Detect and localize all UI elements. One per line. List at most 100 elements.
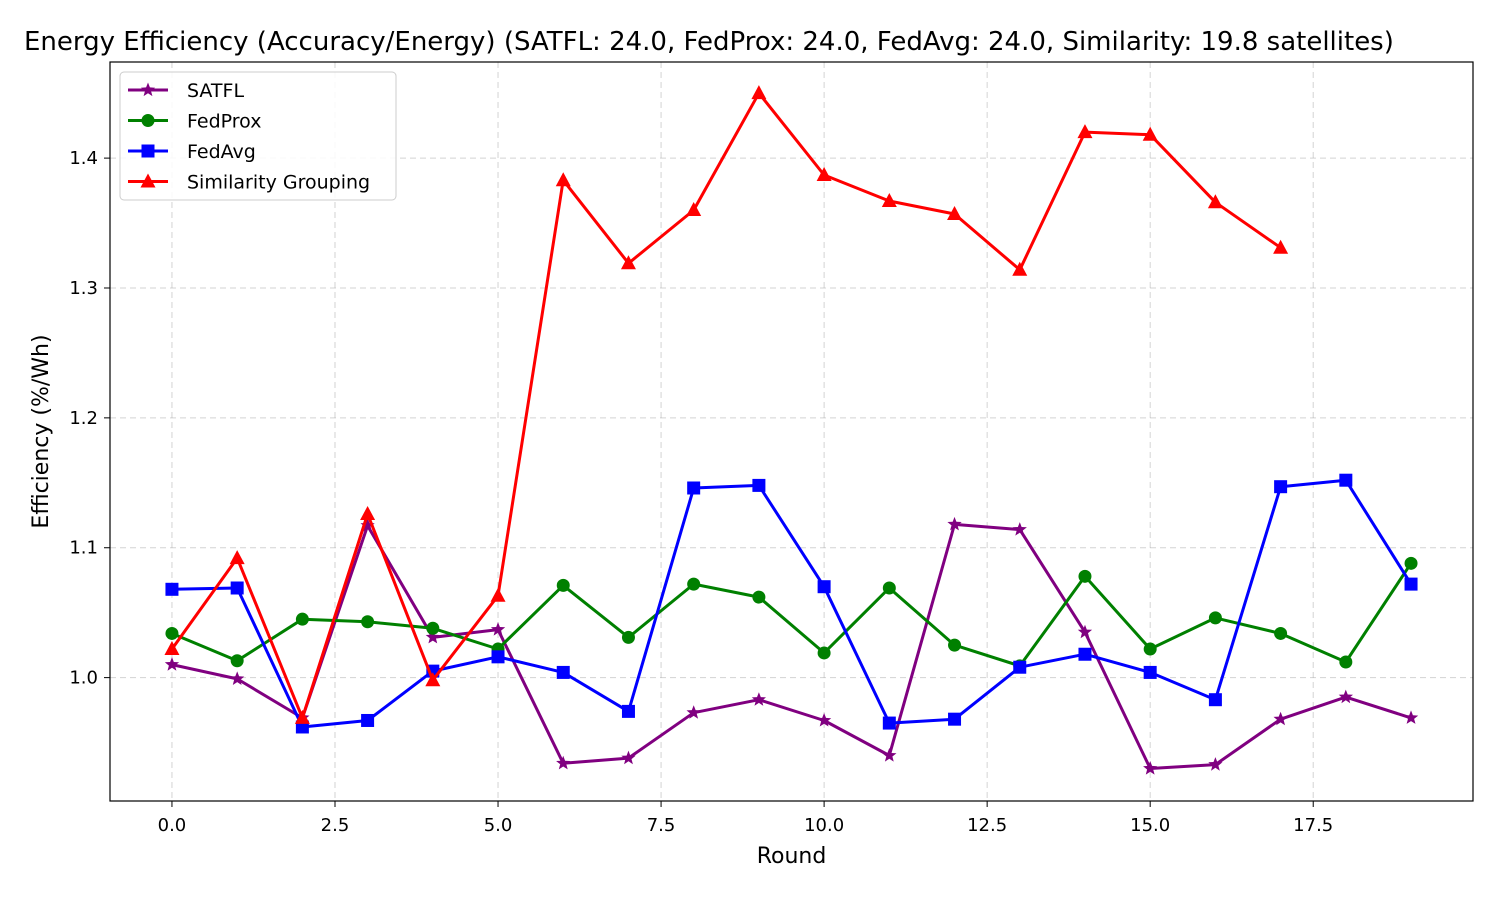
data-point-similarity-grouping bbox=[881, 192, 897, 207]
data-point-fedprox bbox=[1339, 655, 1353, 669]
data-point-fedavg bbox=[1208, 693, 1222, 707]
data-point-fedprox bbox=[1404, 556, 1418, 570]
legend: SATFL FedProx FedAvg Similarity Grouping bbox=[119, 71, 397, 201]
data-point-satfl bbox=[556, 755, 571, 770]
data-point-similarity-grouping bbox=[816, 166, 832, 181]
chart-title: Energy Efficiency (Accuracy/Energy) (SAT… bbox=[24, 27, 1394, 57]
plot-frame bbox=[109, 61, 1474, 802]
data-point-similarity-grouping bbox=[751, 85, 767, 100]
data-point-fedprox bbox=[165, 626, 179, 640]
y-tick-label: 1.0 bbox=[69, 668, 98, 689]
data-point-fedprox bbox=[295, 612, 309, 626]
data-point-fedprox bbox=[948, 638, 962, 652]
data-point-fedavg bbox=[621, 704, 635, 718]
data-point-fedavg bbox=[882, 716, 896, 730]
series-line-similarity-grouping bbox=[170, 91, 1282, 720]
ticks: 0.0 2.5 5.0 7.5 10.0 12.5 15.0 17.5 1.0 1.1 1.2 1.3… bbox=[69, 148, 1333, 836]
data-point-similarity-grouping bbox=[947, 205, 963, 220]
data-point-satfl bbox=[817, 713, 832, 727]
data-point-satfl bbox=[882, 748, 897, 762]
y-tick-label: 1.1 bbox=[69, 538, 98, 559]
data-point-satfl bbox=[425, 629, 440, 644]
data-point-fedavg bbox=[491, 650, 505, 664]
data-point-satfl bbox=[686, 705, 701, 719]
data-point-fedavg bbox=[1274, 480, 1288, 494]
data-point-fedprox bbox=[1143, 642, 1157, 656]
data-point-satfl bbox=[1077, 624, 1093, 639]
x-tick-label: 17.5 bbox=[1293, 815, 1333, 836]
x-tick-label: 10.0 bbox=[804, 815, 844, 836]
data-point-fedprox bbox=[752, 590, 766, 604]
data-point-fedavg bbox=[1013, 660, 1027, 674]
data-point-similarity-grouping bbox=[1207, 194, 1223, 209]
data-point-fedprox bbox=[687, 577, 701, 591]
data-point-similarity-grouping bbox=[620, 255, 636, 270]
x-tick-label: 12.5 bbox=[967, 815, 1007, 836]
data-point-fedprox bbox=[1274, 626, 1288, 640]
data-point-satfl bbox=[621, 750, 636, 765]
x-tick-label: 7.5 bbox=[647, 815, 676, 836]
y-tick-label: 1.3 bbox=[69, 278, 98, 299]
legend-label-satfl: SATFL bbox=[187, 80, 244, 102]
series-similarity-grouping bbox=[164, 85, 1289, 724]
data-point-satfl bbox=[1143, 761, 1158, 775]
legend-label-similarity-grouping: Similarity Grouping bbox=[187, 172, 370, 194]
data-point-satfl bbox=[751, 692, 766, 706]
legend-label-fedprox: FedProx bbox=[187, 111, 261, 133]
series-line-fedprox bbox=[171, 562, 1413, 668]
x-axis-label: Round bbox=[757, 844, 827, 869]
data-point-fedavg bbox=[687, 481, 701, 495]
data-point-similarity-grouping bbox=[294, 709, 310, 724]
data-point-similarity-grouping bbox=[1142, 126, 1158, 141]
data-point-fedavg bbox=[1339, 473, 1353, 487]
data-point-satfl bbox=[164, 657, 180, 671]
data-point-similarity-grouping bbox=[490, 587, 506, 602]
y-tick-label: 1.2 bbox=[69, 408, 98, 429]
x-tick-label: 0.0 bbox=[158, 815, 187, 836]
legend-marker-fedprox bbox=[141, 114, 155, 127]
data-point-fedavg bbox=[556, 665, 570, 679]
legend-marker-satfl bbox=[140, 82, 156, 97]
data-point-similarity-grouping bbox=[1012, 261, 1028, 276]
data-point-fedavg bbox=[752, 478, 766, 492]
data-point-similarity-grouping bbox=[555, 172, 571, 187]
data-point-similarity-grouping bbox=[164, 641, 180, 656]
data-point-fedavg bbox=[948, 712, 962, 726]
data-point-satfl bbox=[1403, 710, 1419, 724]
data-point-fedavg bbox=[1143, 665, 1157, 679]
data-point-fedavg bbox=[1404, 577, 1418, 591]
y-axis-label: Efficiency (%/Wh) bbox=[29, 334, 54, 528]
legend-label-fedavg: FedAvg bbox=[187, 141, 256, 163]
data-point-satfl bbox=[360, 518, 375, 532]
data-point-fedavg bbox=[230, 581, 244, 595]
data-point-fedavg bbox=[165, 582, 179, 596]
data-point-fedavg bbox=[361, 713, 375, 727]
legend-box bbox=[119, 71, 397, 201]
series-line-fedavg bbox=[171, 478, 1413, 729]
series-fedavg bbox=[165, 473, 1418, 734]
data-point-fedprox bbox=[556, 578, 570, 592]
data-point-fedavg bbox=[817, 580, 831, 594]
data-point-satfl bbox=[490, 622, 506, 636]
data-point-similarity-grouping bbox=[1273, 239, 1289, 254]
grid bbox=[110, 62, 1473, 801]
legend-marker-similarity-grouping bbox=[140, 173, 156, 188]
data-point-satfl bbox=[1273, 711, 1288, 726]
x-tick-label: 5.0 bbox=[484, 815, 513, 836]
legend-marker-fedavg bbox=[141, 144, 155, 158]
data-point-fedprox bbox=[230, 654, 244, 668]
data-point-satfl bbox=[1208, 757, 1223, 771]
data-point-similarity-grouping bbox=[1077, 124, 1093, 139]
data-point-similarity-grouping bbox=[425, 672, 441, 687]
data-point-satfl bbox=[947, 516, 962, 531]
data-point-similarity-grouping bbox=[686, 202, 702, 217]
data-point-fedprox bbox=[1208, 611, 1222, 625]
data-point-fedprox bbox=[621, 630, 635, 644]
x-tick-label: 15.0 bbox=[1130, 815, 1170, 836]
data-point-fedprox bbox=[361, 615, 375, 629]
series-fedprox bbox=[165, 556, 1418, 673]
y-tick-label: 1.4 bbox=[69, 148, 98, 169]
data-point-similarity-grouping bbox=[360, 505, 376, 520]
data-point-satfl bbox=[1338, 689, 1353, 704]
